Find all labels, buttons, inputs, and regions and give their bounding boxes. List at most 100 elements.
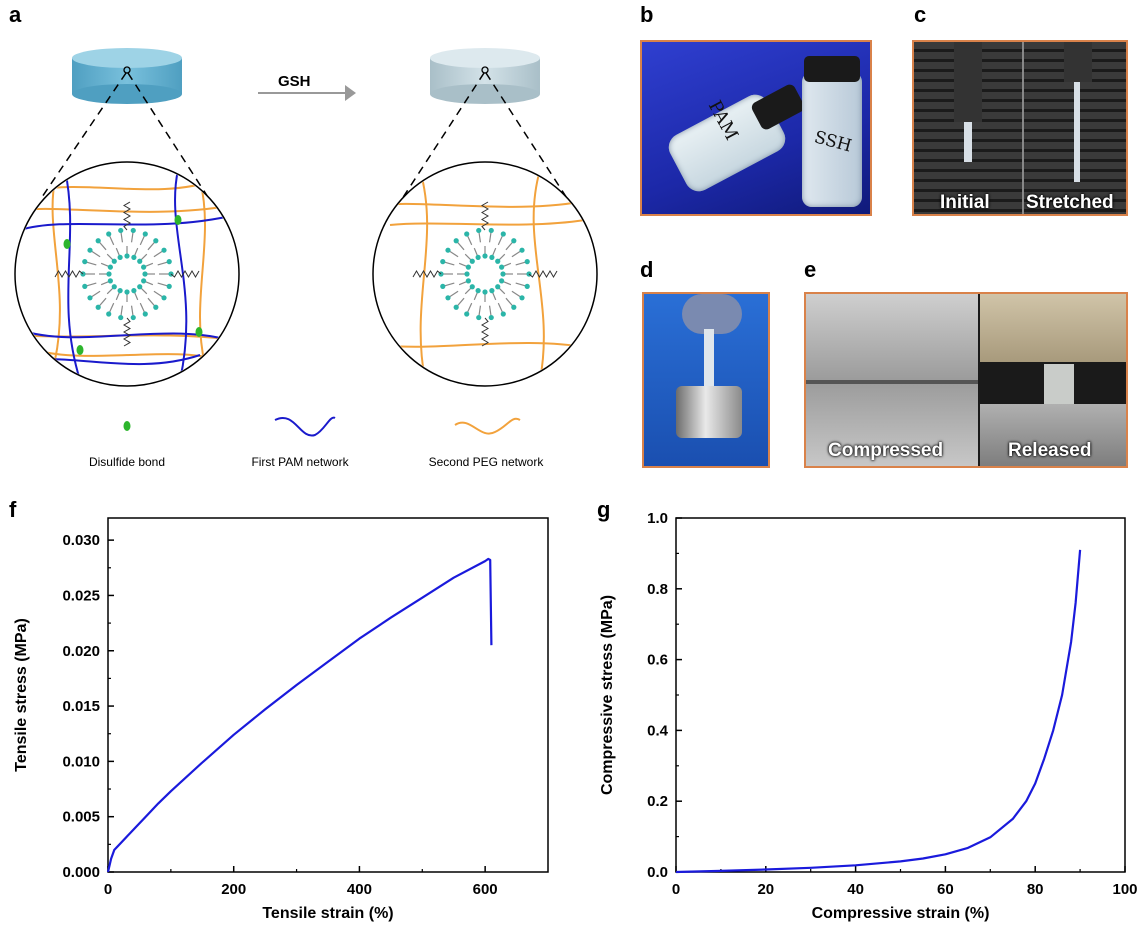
- network-schematic: GSH: [14, 48, 598, 469]
- lipid-head: [489, 288, 495, 294]
- lipid-head: [82, 283, 88, 289]
- lipid-tail: [458, 262, 467, 267]
- lipid-head: [499, 264, 505, 270]
- lipid-head: [111, 258, 117, 264]
- peg-chain: [123, 201, 131, 231]
- lipid-head: [519, 295, 525, 301]
- legend-disulfide-icon: [123, 421, 131, 431]
- lipid-head: [488, 314, 494, 321]
- lipid-head: [95, 304, 101, 310]
- gsh-label: GSH: [278, 73, 311, 90]
- lipid-tail: [458, 281, 467, 286]
- lipid-tail: [99, 241, 107, 251]
- lipid-tail: [498, 287, 506, 295]
- lipid-head: [465, 264, 471, 270]
- vial-right: [802, 72, 862, 207]
- sample-stretched: [1074, 82, 1080, 182]
- lipid-head: [445, 295, 451, 301]
- panel-label-b: b: [640, 2, 654, 27]
- lipid-head: [475, 288, 481, 294]
- x-tick-label: 0: [104, 881, 112, 898]
- lipid-head: [500, 271, 506, 277]
- lipid-head: [95, 238, 101, 244]
- lipid-head: [131, 288, 137, 294]
- single-network-circle: [372, 161, 598, 387]
- lipid-tail: [503, 262, 512, 267]
- lipid-head: [489, 254, 495, 260]
- lipid-head: [142, 271, 148, 277]
- lipid-tail: [134, 247, 139, 256]
- panel-label-a: a: [9, 2, 22, 27]
- legend-disulfide-label: Disulfide bond: [89, 455, 165, 469]
- lipid-head: [519, 247, 525, 253]
- lipid-head: [82, 259, 88, 265]
- lipid-head: [161, 295, 167, 301]
- released-upper-plate: [980, 294, 1126, 362]
- disulfide-dot: [76, 345, 84, 355]
- lipid-head: [524, 283, 530, 289]
- lipid-head: [453, 238, 459, 244]
- lipid-tail: [140, 253, 148, 261]
- lipid-head: [107, 278, 113, 284]
- peg-chain: [123, 317, 131, 347]
- sample-initial: [964, 122, 972, 162]
- peg-chain: [528, 270, 558, 278]
- lipid-head: [511, 304, 517, 310]
- glove-hand: [682, 294, 742, 334]
- y-tick-label: 0.2: [647, 793, 668, 810]
- lipid-tail: [478, 305, 482, 316]
- lipid-head: [476, 227, 482, 234]
- lipid-head: [465, 278, 471, 284]
- vial-right-cap: [804, 56, 860, 82]
- y-tick-label: 0.4: [647, 722, 669, 739]
- y-tick-label: 0.6: [647, 652, 668, 669]
- lipid-tail: [145, 281, 154, 286]
- lipid-tail: [511, 250, 521, 258]
- y-axis-title: Compressive stress (MPa): [599, 595, 616, 795]
- gel-strip: [704, 329, 714, 389]
- lipid-head: [511, 238, 517, 244]
- lipid-head: [111, 284, 117, 290]
- lipid-head: [87, 295, 93, 301]
- lipid-tail: [100, 281, 109, 286]
- lipid-tail: [498, 253, 506, 261]
- lipid-tail: [511, 290, 521, 298]
- panel-label-f: f: [9, 497, 17, 522]
- disulfide-dot: [63, 239, 71, 249]
- lipid-tail: [505, 241, 513, 251]
- lipid-tail: [464, 287, 472, 295]
- lipid-head: [130, 314, 136, 321]
- lipid-head: [469, 258, 475, 264]
- lipid-head: [464, 311, 470, 317]
- y-tick-label: 0.020: [62, 643, 100, 660]
- x-tick-label: 200: [221, 881, 246, 898]
- y-tick-label: 0.0: [647, 864, 668, 881]
- lipid-head: [166, 283, 172, 289]
- lipid-head: [488, 227, 494, 234]
- lipid-head: [106, 231, 112, 237]
- lipid-tail: [147, 241, 155, 251]
- lipid-tail: [492, 292, 497, 301]
- panel-label-g: g: [597, 497, 611, 522]
- lipid-tail: [86, 282, 97, 287]
- lipid-head: [166, 259, 172, 265]
- lipid-head: [106, 271, 112, 277]
- lipid-head: [482, 253, 488, 259]
- lipid-head: [118, 314, 124, 321]
- x-tick-label: 40: [847, 881, 864, 898]
- x-tick-label: 400: [347, 881, 372, 898]
- released-lower-plate: [980, 404, 1126, 466]
- lipid-head: [453, 304, 459, 310]
- y-tick-label: 0.015: [62, 698, 100, 715]
- lipid-tail: [86, 261, 97, 266]
- lipid-tail: [140, 287, 148, 295]
- y-tick-label: 0.025: [62, 587, 100, 604]
- lipid-tail: [139, 302, 145, 313]
- lipid-tail: [497, 302, 503, 313]
- released-sample: [1044, 364, 1074, 404]
- lipid-head: [131, 254, 137, 260]
- x-axis-title: Tensile strain (%): [262, 905, 393, 922]
- lipid-tail: [139, 235, 145, 246]
- disulfide-dot: [174, 215, 182, 225]
- lipid-head: [124, 253, 130, 259]
